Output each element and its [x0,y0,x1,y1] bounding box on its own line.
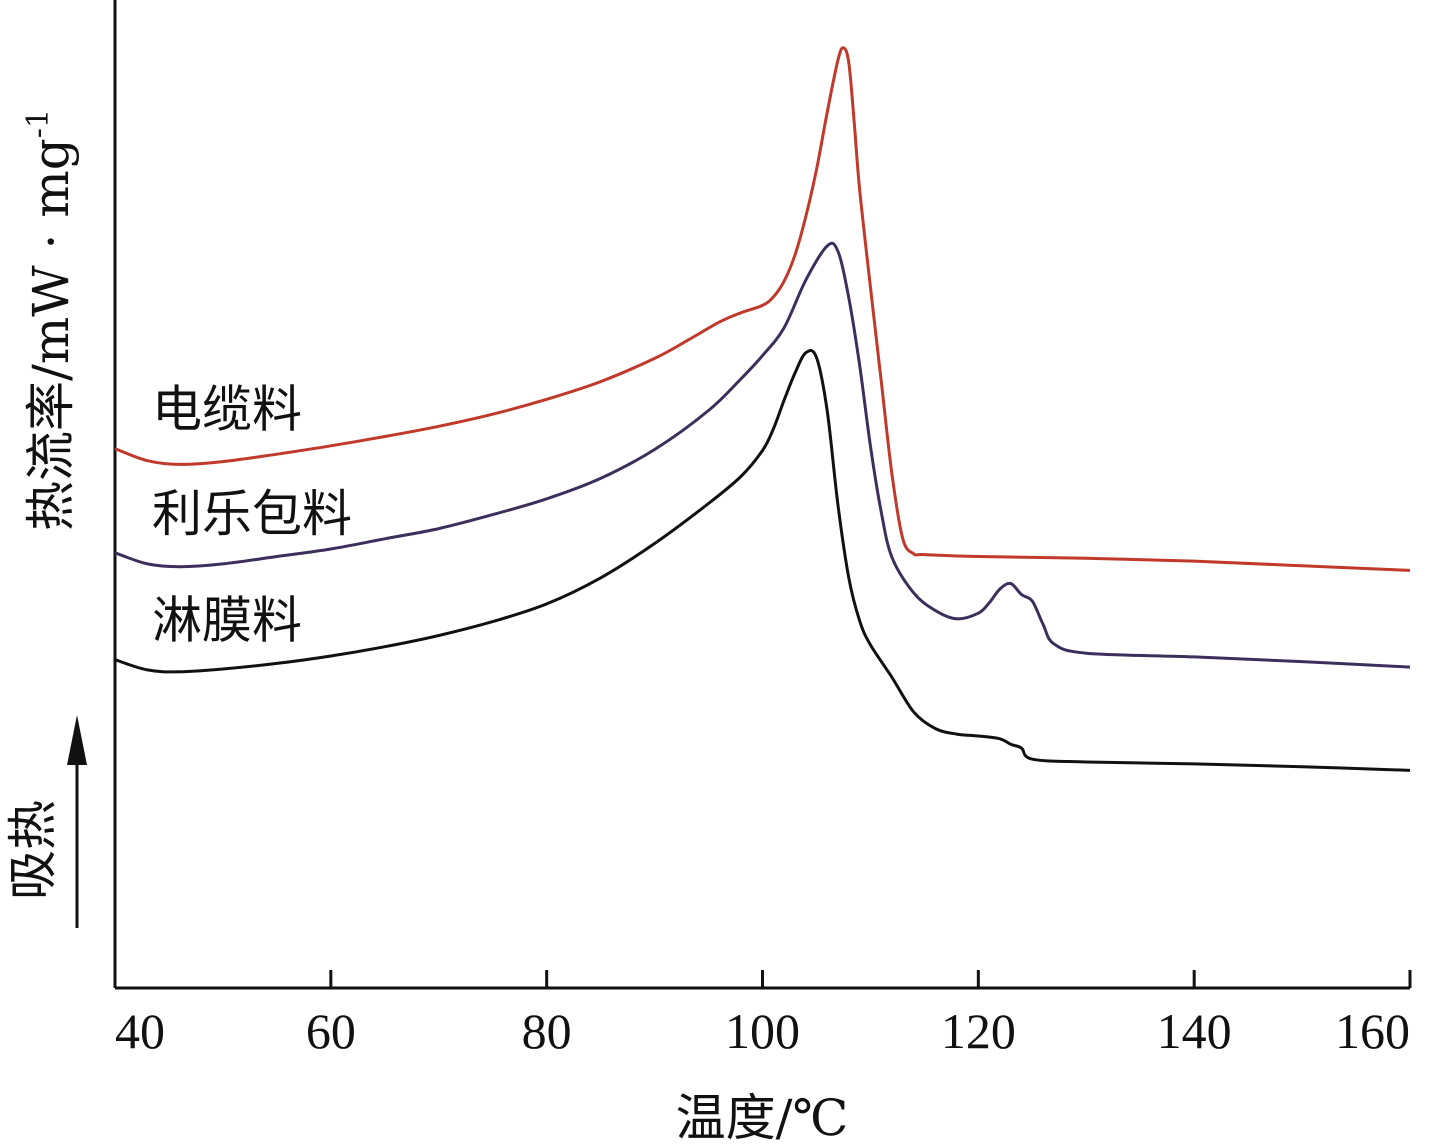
y-axis-title-superscript: -1 [21,109,56,138]
x-tick-label: 60 [306,1003,356,1059]
x-tick-label: 100 [725,1003,800,1059]
x-tick-label: 160 [1335,1003,1410,1059]
series-line-1 [114,46,1411,572]
series-label-3: 淋膜料 [152,592,302,650]
x-tick-label: 140 [1157,1003,1232,1059]
x-axis-title: 温度/℃ [676,1089,849,1145]
y-axis-title: 热流率/mW · mg-1 [21,109,80,531]
endo-indicator: 吸热 [4,715,87,928]
x-ticks: 40 60 80 100 120 140 160 [113,970,1412,1059]
svg-text:热流率/mW · mg-1: 热流率/mW · mg-1 [21,109,80,531]
series-label-1: 电缆料 [152,381,302,439]
endo-label: 吸热 [4,800,62,900]
series-line-2 [114,241,1411,669]
y-axis-title-main: 热流率/mW · mg [22,138,80,531]
x-tick-label: 40 [115,1003,165,1059]
series-label-2: 利乐包料 [152,485,352,543]
endo-arrow-head-icon [67,715,87,765]
series-line-3 [114,349,1411,772]
x-tick-label: 80 [522,1003,572,1059]
x-tick-label: 120 [941,1003,1016,1059]
axes: 40 60 80 100 120 140 160 [113,0,1412,1059]
series-layer [114,46,1411,772]
